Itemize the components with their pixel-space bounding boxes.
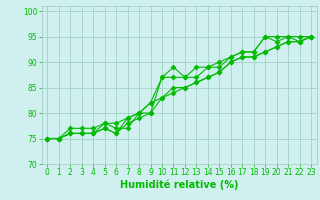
- X-axis label: Humidité relative (%): Humidité relative (%): [120, 180, 238, 190]
